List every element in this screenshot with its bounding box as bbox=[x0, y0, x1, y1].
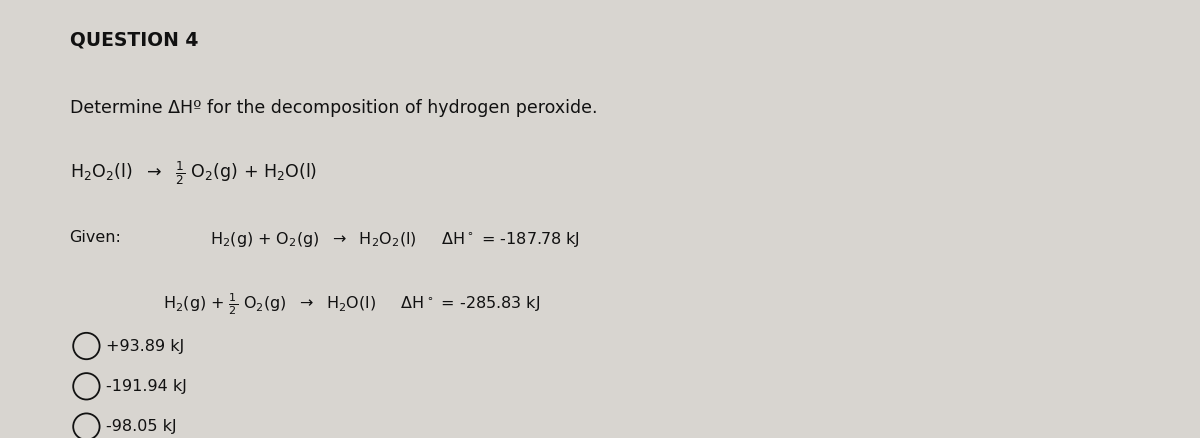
Text: Given:: Given: bbox=[70, 230, 121, 245]
Text: H$_2$(g) + O$_2$(g)  $\rightarrow$  H$_2$O$_2$(l)     $\Delta$H$^\circ$ = -187.7: H$_2$(g) + O$_2$(g) $\rightarrow$ H$_2$O… bbox=[210, 230, 580, 249]
Text: Determine ΔHº for the decomposition of hydrogen peroxide.: Determine ΔHº for the decomposition of h… bbox=[70, 99, 598, 117]
Text: QUESTION 4: QUESTION 4 bbox=[70, 31, 198, 49]
Text: -191.94 kJ: -191.94 kJ bbox=[106, 379, 186, 394]
Text: +93.89 kJ: +93.89 kJ bbox=[106, 339, 184, 353]
Text: H$_2$O$_2$(l)  $\rightarrow$  $\frac{1}{2}$ O$_2$(g) + H$_2$O(l): H$_2$O$_2$(l) $\rightarrow$ $\frac{1}{2}… bbox=[70, 160, 317, 187]
Text: -98.05 kJ: -98.05 kJ bbox=[106, 419, 176, 434]
Text: H$_2$(g) + $\frac{1}{2}$ O$_2$(g)  $\rightarrow$  H$_2$O(l)     $\Delta$H$^\circ: H$_2$(g) + $\frac{1}{2}$ O$_2$(g) $\righ… bbox=[163, 291, 540, 317]
